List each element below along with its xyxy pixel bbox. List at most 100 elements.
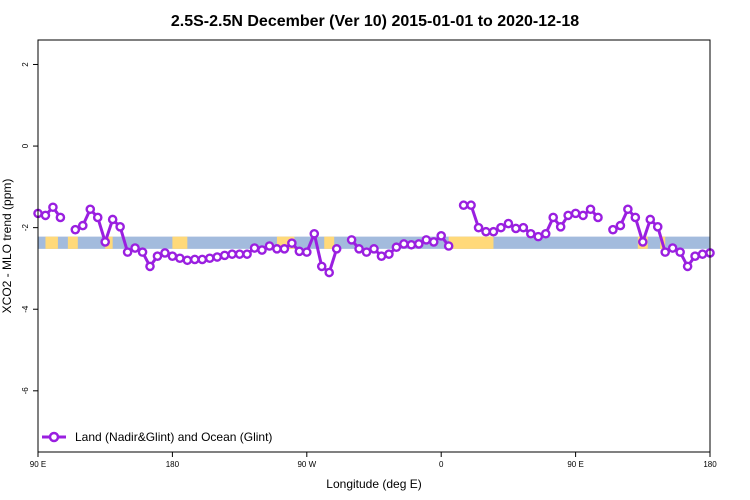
data-point [630,212,641,223]
data-point [682,261,693,272]
x-tick-label: 90 E [567,460,583,469]
x-tick-label: 180 [703,460,717,469]
legend-marker [48,431,60,443]
data-point [428,237,439,247]
data-point [361,247,372,257]
data-point [48,202,58,213]
data-point [578,210,588,221]
y-axis: 2 0 -2 -4 -6 [21,62,38,395]
data-point [40,210,51,221]
data-point [540,228,551,239]
data-point [219,250,230,261]
data-point [78,220,88,231]
data-point [100,237,110,247]
data-point [548,212,559,223]
data-point [55,212,66,223]
data-point [272,244,282,254]
data-point [645,214,656,225]
x-axis-label: Longitude (deg E) [326,477,421,491]
data-point [242,249,252,259]
data-point [279,244,290,254]
data-point [264,241,275,251]
y-tick-label: 2 [21,62,30,67]
data-point [436,231,447,241]
x-tick-label: 90 E [30,460,46,469]
y-axis-label: XCO2 - MLO trend (ppm) [0,179,14,314]
data-point [391,242,402,253]
data-point [92,212,103,223]
data-point [137,247,148,257]
data-point [212,252,222,262]
series-layer [33,200,715,278]
data-point [115,222,125,232]
data-point [421,235,432,245]
data-point [152,251,163,261]
data-point [675,247,685,257]
land-band-segment [172,236,188,249]
plot-frame [37,39,711,453]
data-point [130,243,140,253]
data-point [107,214,118,225]
data-point [496,222,506,233]
data-point [638,237,648,247]
data-point [197,254,208,265]
data-point [324,267,335,278]
data-point [294,246,305,257]
land-band-segment [45,236,58,249]
data-point [189,254,200,265]
y-tick-label: -2 [21,224,30,232]
data-point [204,253,215,264]
data-point [376,251,387,261]
chart-title: 2.5S-2.5N December (Ver 10) 2015-01-01 t… [171,13,579,30]
data-point [354,244,364,254]
data-point [667,243,678,253]
data-point [301,247,312,257]
data-point [346,235,357,245]
data-point [331,244,342,254]
data-point [690,251,700,261]
data-point [257,245,267,255]
data-point [660,247,671,257]
y-tick-label: 0 [21,143,30,148]
data-point [652,222,663,232]
data-point [555,222,566,232]
data-point [234,249,245,259]
data-point [608,224,618,235]
data-point [585,204,596,215]
data-point [518,222,529,233]
data-point [175,253,185,264]
data-point [413,239,424,249]
x-tick-label: 0 [439,460,444,469]
x-axis: 90 E 180 90 W 0 90 E 180 [30,452,717,469]
data-point [316,261,327,272]
data-point [160,248,170,258]
data-point [70,224,81,235]
data-point [249,243,260,253]
land-band-segment [67,236,78,249]
data-point [466,200,476,211]
data-point [122,247,133,257]
data-point [623,204,633,215]
ocean-band [38,236,710,249]
data-point [473,222,484,233]
land-band-segment [324,236,335,249]
data-point [615,220,626,231]
y-tick-label: -6 [21,387,30,395]
legend: Land (Nadir&Glint) and Ocean (Glint) [42,430,272,444]
y-tick-label: -4 [21,305,30,313]
data-point [458,200,469,211]
data-point [481,226,491,237]
data-point [526,228,536,239]
data-point [369,244,379,254]
x-tick-label: 180 [166,460,180,469]
data-point [384,249,394,259]
x-tick-label: 90 W [297,460,316,469]
land-band-segment [448,236,494,249]
data-point [503,218,514,229]
data-point [227,249,237,259]
data-point [167,251,178,261]
data-point [533,231,544,242]
data-point [563,210,573,221]
data-point [511,223,521,234]
